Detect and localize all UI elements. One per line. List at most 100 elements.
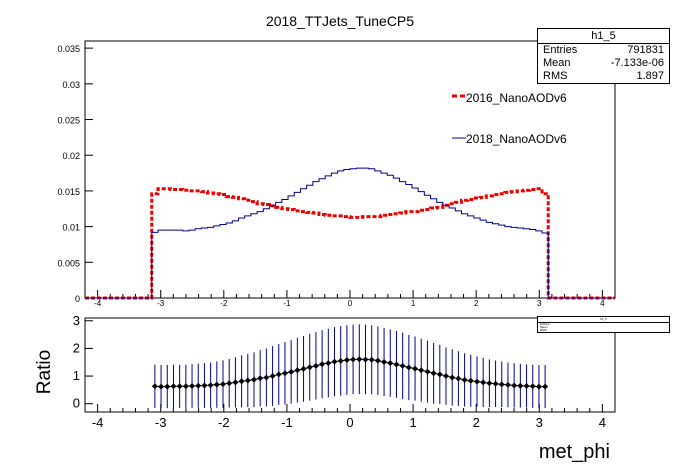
ratio-point <box>250 376 257 383</box>
ratio-point <box>542 383 549 390</box>
ratio-point <box>232 379 239 386</box>
ratio-point <box>158 383 165 390</box>
bottom-plot-frame <box>84 317 616 413</box>
ratio-point <box>306 364 313 371</box>
ratio-point <box>492 380 499 387</box>
ratio-point <box>473 378 480 385</box>
ratio-point <box>164 383 171 390</box>
y-tick-label: 3 <box>73 313 80 328</box>
ratio-point <box>523 383 530 390</box>
ratio-point <box>201 382 208 389</box>
y-tick-label: 0.01 <box>62 223 80 233</box>
x-tick-label: -4 <box>92 415 104 430</box>
ratio-point <box>399 362 406 369</box>
ratio-point <box>176 383 183 390</box>
ratio-point <box>443 373 450 380</box>
ratio-stats-label: Mean <box>540 325 548 329</box>
x-tick-label: 2 <box>473 415 480 430</box>
ratio-point <box>393 361 400 368</box>
top-y-axis: 0 0.005 0.01 0.015 0.02 0.025 0.03 0.035 <box>57 44 93 304</box>
ratio-point <box>412 365 419 372</box>
ratio-point <box>319 361 326 368</box>
bottom-panel: 0 1 2 3 -4 -3 -2 -1 0 1 2 3 4 Ratio met_phi <box>34 313 616 463</box>
stats-value: -7.133e-06 <box>610 57 664 69</box>
bottom-x-axis: -4 -3 -2 -1 0 1 2 3 4 <box>92 404 606 430</box>
top-x-axis: -4 -3 -2 -1 0 1 2 3 4 <box>94 290 605 308</box>
y-tick-label: 0.035 <box>57 44 80 54</box>
x-tick-label: 1 <box>411 299 416 308</box>
ratio-stats-row: Mean <box>538 326 669 329</box>
x-tick-label: -2 <box>220 299 228 308</box>
x-tick-label: 0 <box>348 299 353 308</box>
ratio-point <box>430 370 437 377</box>
ratio-stats-row: RMS <box>538 329 669 332</box>
stats-box: h1_5 Entries 791831 Mean -7.133e-06 RMS … <box>537 28 670 84</box>
y-tick-label: 0.005 <box>57 258 80 268</box>
ratio-y-label: Ratio <box>34 350 55 394</box>
x-tick-label: 1 <box>409 415 416 430</box>
stats-row-rms: RMS 1.897 <box>538 70 669 83</box>
ratio-point <box>207 382 214 389</box>
ratio-point <box>424 368 431 375</box>
ratio-line <box>154 358 546 388</box>
ratio-point <box>535 383 542 390</box>
ratio-stats-label: RMS <box>540 328 547 332</box>
bottom-y-axis: 0 1 2 3 <box>73 313 93 411</box>
top-panel: 0 0.005 0.01 0.015 0.02 0.025 0.03 0.035 -4 -3 -2… <box>57 40 616 308</box>
ratio-point <box>374 357 381 364</box>
ratio-point <box>312 362 319 369</box>
ratio-point <box>350 356 357 363</box>
ratio-point <box>480 379 487 386</box>
y-tick-label: 2 <box>73 340 80 355</box>
x-tick-label: -1 <box>283 299 291 308</box>
y-tick-label: 1 <box>73 368 80 383</box>
ratio-point <box>356 356 363 363</box>
ratio-point <box>238 378 245 385</box>
ratio-point <box>213 381 220 388</box>
stats-value: 1.897 <box>636 70 664 82</box>
x-tick-label: 3 <box>536 415 543 430</box>
stats-row-entries: Entries 791831 <box>538 44 669 57</box>
ratio-point <box>498 381 505 388</box>
ratio-point <box>455 375 462 382</box>
stats-box-title: h1_5 <box>538 29 669 44</box>
stats-row-mean: Mean -7.133e-06 <box>538 57 669 70</box>
ratio-point <box>449 374 456 381</box>
ratio-point <box>275 371 282 378</box>
series-line-2018 <box>85 167 615 299</box>
x-tick-label: -4 <box>94 299 102 308</box>
ratio-point <box>300 365 307 372</box>
ratio-point <box>189 383 196 390</box>
ratio-point <box>343 357 350 364</box>
y-tick-label: 0.025 <box>57 116 80 126</box>
ratio-point <box>405 364 412 371</box>
ratio-point <box>461 376 468 383</box>
x-tick-label: -3 <box>155 415 167 430</box>
ratio-point <box>294 367 301 374</box>
ratio-point <box>387 360 394 367</box>
ratio-point <box>381 358 388 365</box>
y-tick-label: 0 <box>75 294 80 304</box>
chart-title: 2018_TTJets_TuneCP5 <box>266 13 414 29</box>
ratio-point <box>517 382 524 389</box>
ratio-point <box>220 381 227 388</box>
ratio-point <box>263 374 270 381</box>
y-tick-label: 0.015 <box>57 187 80 197</box>
ratio-point <box>288 368 295 375</box>
ratio-point <box>436 371 443 378</box>
stats-label: Mean <box>543 57 571 69</box>
x-tick-label: -3 <box>157 299 165 308</box>
ratio-point <box>226 380 233 387</box>
x-tick-label: -2 <box>218 415 230 430</box>
ratio-point <box>182 383 189 390</box>
ratio-point <box>486 380 493 387</box>
legend: 2016_NanoAODv6 2018_NanoAODv6 <box>452 91 567 146</box>
ratio-point <box>337 357 344 364</box>
stats-label: Entries <box>543 44 578 56</box>
stats-value: 791831 <box>627 44 664 56</box>
ratio-point <box>269 373 276 380</box>
ratio-stats-title: h1_5 <box>538 317 669 323</box>
ratio-stats-row: Entries <box>538 323 669 326</box>
y-tick-label: 0.03 <box>62 80 80 90</box>
